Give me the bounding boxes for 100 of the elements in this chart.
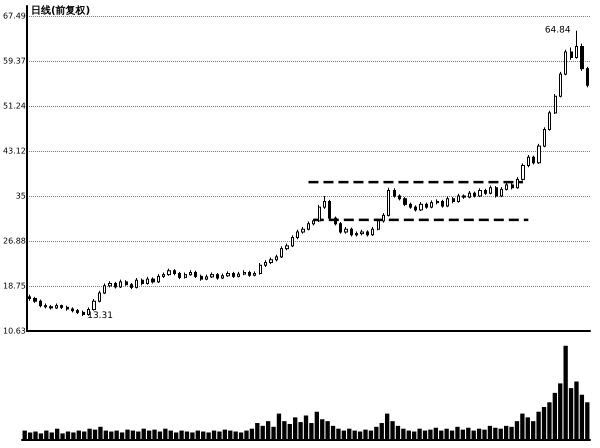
candlestick: [189, 270, 192, 276]
y-tick-label: 59.37: [2, 56, 26, 66]
candlestick: [446, 196, 449, 208]
candlestick: [178, 271, 181, 280]
candlestick: [554, 94, 557, 115]
candlestick: [232, 271, 235, 278]
candlestick: [473, 191, 476, 198]
candlestick: [173, 268, 176, 276]
candlestick: [387, 187, 390, 217]
candlestick: [323, 196, 326, 210]
candlestick: [243, 270, 246, 276]
candlestick: [44, 302, 47, 309]
candlestick: [130, 282, 133, 290]
candlestick: [60, 304, 63, 310]
candlestick: [564, 49, 567, 76]
candlestick: [119, 279, 122, 288]
candlestick: [285, 243, 289, 251]
candlestick: [393, 188, 396, 198]
candlestick: [162, 272, 165, 278]
candlestick: [194, 270, 197, 278]
candlestick: [264, 260, 267, 268]
candlestick: [425, 202, 428, 210]
candlestick: [49, 304, 53, 310]
candlestick: [339, 222, 342, 234]
candlestick: [441, 199, 444, 208]
candlestick: [221, 273, 224, 280]
candlestick: [82, 310, 85, 317]
y-tick-label: 35: [16, 192, 26, 201]
candlestick: [452, 196, 455, 204]
candlestick: [296, 229, 299, 240]
candlestick: [103, 283, 106, 295]
candlestick: [344, 226, 348, 234]
candlestick: [280, 246, 283, 259]
candlestick: [586, 66, 589, 88]
chart-title: 日线(前复权): [31, 4, 90, 16]
candlestick: [248, 270, 251, 278]
candlestick: [489, 184, 492, 195]
candlestick: [98, 290, 101, 303]
annotation: 13.31: [87, 311, 113, 322]
y-tick-label: 67.49: [2, 12, 26, 21]
y-tick-label: 43.12: [2, 146, 26, 156]
candlestick: [108, 280, 112, 288]
candlestick: [237, 271, 240, 278]
y-tick-label: 18.75: [2, 282, 26, 291]
y-tick-label: 51.24: [2, 102, 26, 111]
candlestick: [216, 272, 219, 280]
candlestick: [39, 299, 42, 308]
candlestick: [398, 194, 401, 201]
candlestick: [537, 143, 541, 164]
candlestick: [419, 202, 423, 212]
candlestick: [269, 256, 273, 265]
candlestick: [151, 276, 155, 284]
candlestick: [66, 305, 69, 312]
candlestick: [33, 296, 37, 304]
candlestick: [87, 306, 90, 316]
candlestick: [409, 202, 412, 210]
candlestick: [360, 229, 364, 236]
candlestick: [167, 268, 171, 276]
candlestick: [135, 277, 138, 290]
candlestick: [253, 270, 256, 277]
candlestick: [71, 306, 74, 313]
candlestick: [468, 190, 471, 199]
candlestick: [366, 230, 369, 237]
candlestick: [495, 186, 498, 198]
candlestick: [114, 281, 117, 290]
candlestick: [548, 110, 551, 132]
candlestick: [226, 270, 230, 278]
candlestick: [414, 204, 417, 212]
y-tick-label: 26.88: [2, 236, 26, 246]
candlestick: [484, 188, 487, 196]
candlestick: [275, 254, 278, 262]
candlestick: [457, 193, 460, 204]
candlestick: [575, 30, 578, 60]
candlestick: [125, 280, 128, 286]
candlestick: [141, 278, 144, 286]
candlestick: [301, 226, 305, 234]
candlestick: [307, 220, 310, 231]
candlestick: [205, 274, 208, 281]
candlestick: [76, 308, 79, 314]
candlestick: [259, 262, 262, 276]
candlestick: [580, 43, 584, 72]
candlestick: [532, 155, 535, 165]
candlestick: [184, 272, 187, 280]
candlestick: [157, 274, 160, 284]
candlestick: [570, 47, 573, 60]
candlestick: [478, 188, 482, 198]
candlestick: [146, 276, 149, 286]
candlestick: [403, 196, 407, 206]
candlestick: [462, 194, 466, 200]
annotation: 64.84: [544, 26, 571, 36]
candlestick: [55, 302, 58, 310]
candlestick: [527, 154, 530, 168]
candlestick: [200, 274, 203, 282]
candlestick: [543, 126, 546, 148]
candlestick: [500, 186, 503, 198]
candlestick: [291, 234, 294, 248]
candlestick: [210, 272, 214, 278]
candlestick: [371, 226, 374, 236]
candlestick: [430, 200, 433, 209]
candlestick: [355, 230, 358, 237]
